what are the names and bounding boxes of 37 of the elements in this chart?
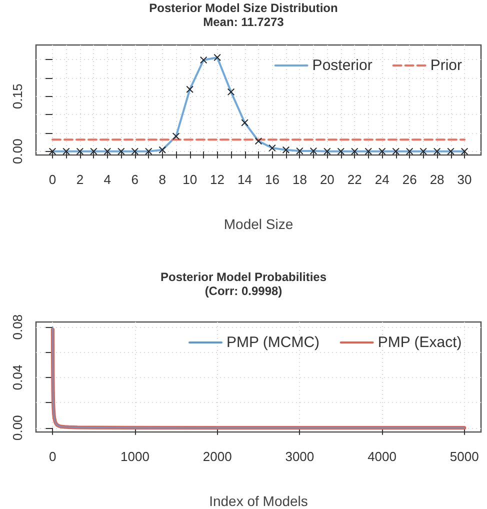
y-tick-label: 0.04	[10, 364, 25, 390]
chart-subtitle: (Corr: 0.9998)	[204, 284, 282, 298]
y-tick-label: 0.00	[10, 138, 25, 164]
y-tick-label: 0.00	[10, 415, 25, 440]
chart-subtitle: Mean: 11.7273	[203, 15, 284, 29]
x-tick-label: 26	[402, 172, 417, 187]
x-tick-label: 30	[457, 172, 472, 187]
x-tick-label: 16	[265, 172, 280, 187]
x-tick-label: 4000	[368, 449, 396, 464]
legend-label: PMP (Exact)	[378, 334, 462, 351]
x-tick-label: 10	[182, 172, 198, 187]
x-tick-label: 28	[430, 172, 444, 187]
legend-label: Prior	[430, 57, 462, 74]
x-tick-label: 24	[374, 172, 390, 187]
x-tick-label: 14	[238, 172, 252, 187]
x-tick-label: 1000	[120, 449, 150, 464]
x-tick-label: 8	[158, 172, 166, 187]
x-tick-label: 2	[76, 172, 84, 187]
x-tick-label: 12	[210, 172, 225, 187]
x-tick-label: 2000	[202, 449, 232, 464]
x-tick-label: 20	[320, 172, 334, 187]
x-axis-title: Model Size	[224, 216, 294, 232]
chart-title: Posterior Model Size Distribution	[149, 1, 338, 15]
x-tick-label: 6	[131, 172, 139, 187]
legend-label: Posterior	[312, 57, 372, 74]
chart-title: Posterior Model Probabilities	[160, 270, 327, 284]
x-tick-label: 5000	[450, 449, 479, 464]
x-tick-label: 22	[347, 172, 362, 187]
x-tick-label: 3000	[285, 449, 314, 464]
y-tick-label: 0.08	[10, 314, 25, 340]
y-tick-label: 0.15	[10, 84, 25, 109]
x-tick-label: 18	[292, 172, 307, 187]
x-axis-title: Index of Models	[209, 493, 308, 509]
legend-label: PMP (MCMC)	[226, 334, 320, 351]
x-tick-label: 0	[48, 172, 56, 187]
x-tick-label: 0	[49, 449, 56, 464]
x-tick-label: 4	[104, 172, 112, 187]
